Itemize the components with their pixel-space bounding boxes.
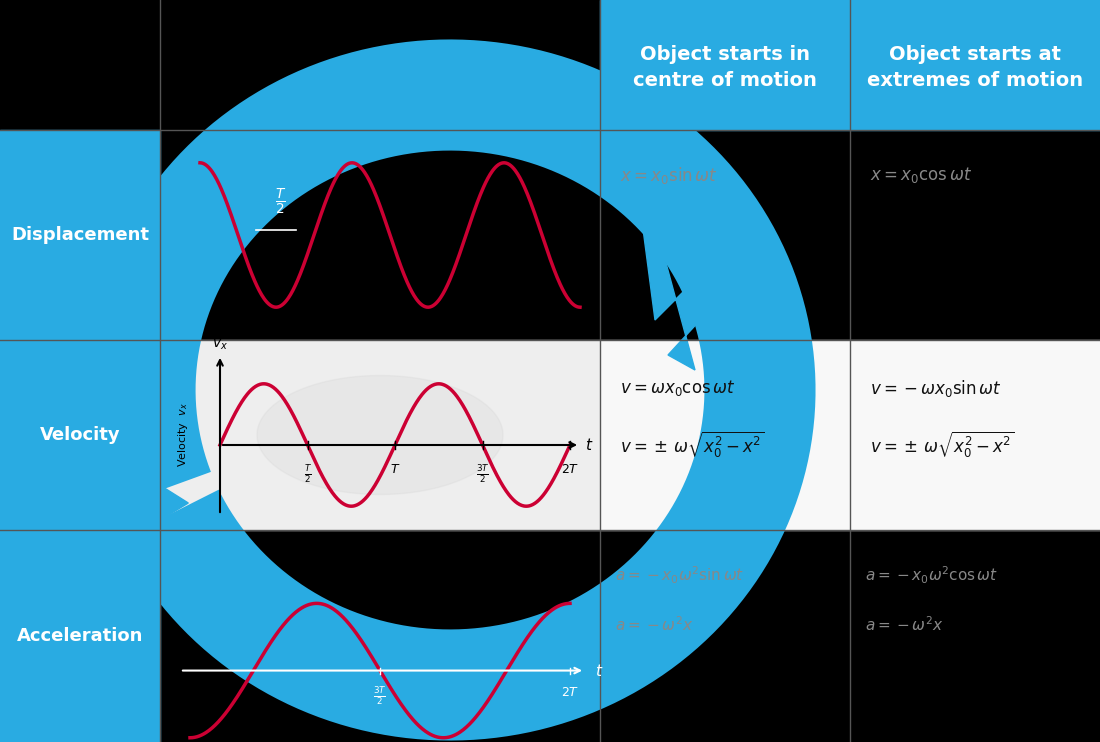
Text: $v_x$: $v_x$ xyxy=(212,338,228,352)
Polygon shape xyxy=(145,476,188,526)
Polygon shape xyxy=(600,340,850,530)
Polygon shape xyxy=(850,0,1100,130)
Text: $\frac{T}{2}$: $\frac{T}{2}$ xyxy=(275,187,287,217)
Text: $t$: $t$ xyxy=(585,437,594,453)
Polygon shape xyxy=(0,530,160,742)
Text: $\frac{T}{2}$: $\frac{T}{2}$ xyxy=(304,463,311,485)
Text: extremes of motion: extremes of motion xyxy=(867,70,1084,90)
Text: Velocity: Velocity xyxy=(40,426,120,444)
Polygon shape xyxy=(850,340,1100,530)
Text: $a = -x_0\omega^2\cos\omega t$: $a = -x_0\omega^2\cos\omega t$ xyxy=(865,565,998,586)
Text: $T$: $T$ xyxy=(389,463,400,476)
Text: $\frac{3T}{2}$: $\frac{3T}{2}$ xyxy=(373,686,387,707)
Text: Displacement: Displacement xyxy=(11,226,148,244)
Text: $a = -x_0\omega^2\sin\omega t$: $a = -x_0\omega^2\sin\omega t$ xyxy=(615,565,745,586)
Polygon shape xyxy=(160,340,600,530)
Text: $x = x_0\sin\omega t$: $x = x_0\sin\omega t$ xyxy=(620,165,718,186)
Text: centre of motion: centre of motion xyxy=(634,70,817,90)
Text: $a = -\omega^2 x$: $a = -\omega^2 x$ xyxy=(865,615,944,634)
Text: Object starts at: Object starts at xyxy=(889,45,1062,65)
Polygon shape xyxy=(0,130,160,340)
Text: $2T$: $2T$ xyxy=(561,463,580,476)
Text: $2T$: $2T$ xyxy=(561,686,580,698)
Text: Velocity  $v_x$: Velocity $v_x$ xyxy=(176,403,190,467)
Polygon shape xyxy=(630,130,760,370)
Text: Object starts in: Object starts in xyxy=(640,45,810,65)
Text: Acceleration: Acceleration xyxy=(16,627,143,645)
Polygon shape xyxy=(257,375,503,494)
Text: $a = -\omega^2 x$: $a = -\omega^2 x$ xyxy=(615,615,694,634)
Polygon shape xyxy=(0,340,160,530)
Text: $\frac{3T}{2}$: $\frac{3T}{2}$ xyxy=(476,463,490,485)
Text: $v = \omega x_0\cos\omega t$: $v = \omega x_0\cos\omega t$ xyxy=(620,378,736,398)
Text: $v = \pm\,\omega\sqrt{x_0^2-x^2}$: $v = \pm\,\omega\sqrt{x_0^2-x^2}$ xyxy=(620,430,764,460)
Text: $v = -\omega x_0\sin\omega t$: $v = -\omega x_0\sin\omega t$ xyxy=(870,378,1002,399)
Text: $t$: $t$ xyxy=(595,663,604,679)
Text: $v = \pm\,\omega\sqrt{x_0^2-x^2}$: $v = \pm\,\omega\sqrt{x_0^2-x^2}$ xyxy=(870,430,1015,460)
Polygon shape xyxy=(600,0,850,130)
Text: $x = x_0\cos\omega t$: $x = x_0\cos\omega t$ xyxy=(870,165,972,185)
